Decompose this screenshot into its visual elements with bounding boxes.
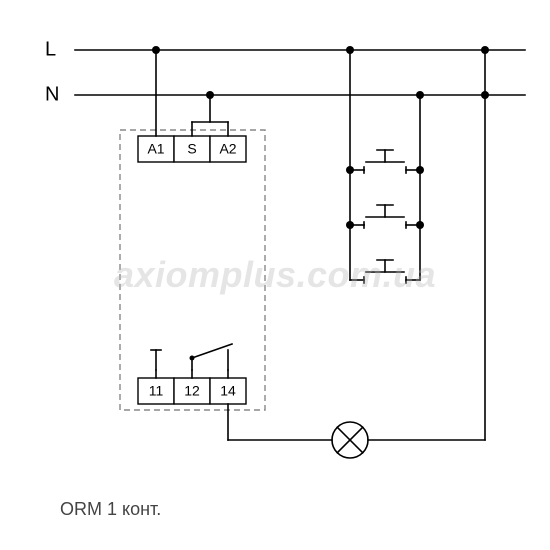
svg-text:11: 11	[149, 383, 164, 399]
diagram-title: ORM 1 конт.	[60, 499, 161, 519]
svg-text:A1: A1	[147, 141, 164, 157]
svg-text:S: S	[187, 141, 196, 157]
rail-label-L: L	[45, 38, 56, 60]
rail-label-N: N	[45, 83, 59, 105]
svg-text:A2: A2	[219, 141, 236, 157]
wiring-diagram: L N A1 S A2 11 12 14 ORM 1 конт.	[0, 0, 550, 550]
svg-text:12: 12	[184, 383, 200, 399]
svg-text:14: 14	[220, 383, 236, 399]
